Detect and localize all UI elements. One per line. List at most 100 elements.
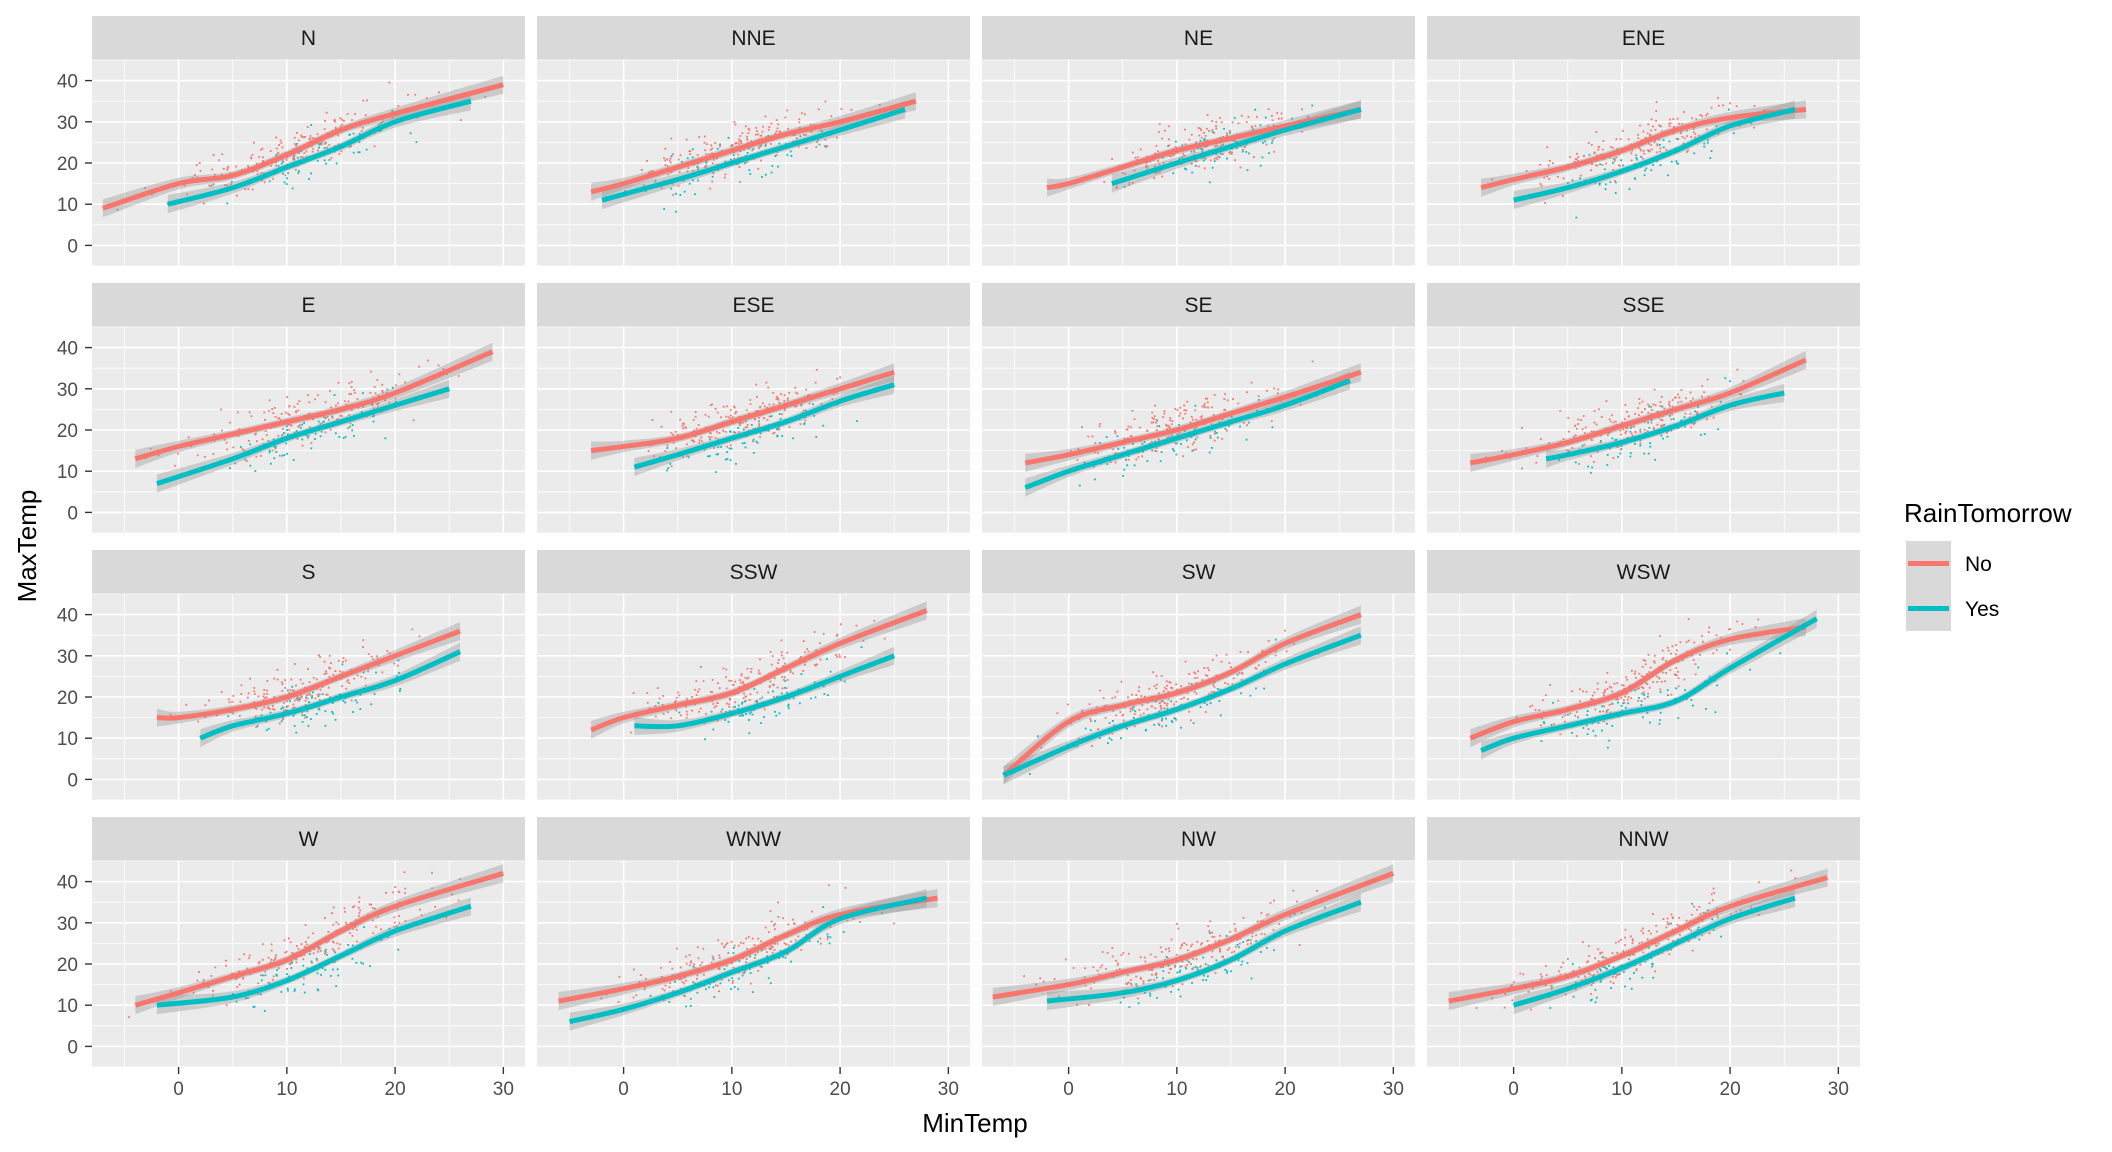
point-no (276, 678, 279, 681)
point-no (1213, 131, 1216, 134)
point-no (1194, 672, 1197, 675)
point-no (1650, 406, 1652, 408)
point-no (1602, 956, 1605, 959)
point-yes (692, 981, 695, 984)
point-no (753, 957, 756, 959)
point-no (1608, 685, 1611, 688)
point-no (757, 937, 760, 940)
point-no (434, 906, 436, 908)
point-yes (336, 968, 339, 971)
point-yes (737, 427, 739, 429)
point-no (1193, 441, 1196, 444)
point-yes (326, 953, 328, 956)
point-no (685, 962, 688, 965)
point-yes (1159, 460, 1162, 463)
point-no (815, 649, 818, 652)
point-no (324, 952, 326, 955)
point-yes (741, 974, 744, 977)
point-no (1170, 686, 1172, 689)
point-no (232, 712, 235, 715)
point-no (1168, 947, 1170, 950)
point-yes (1190, 436, 1193, 438)
point-no (737, 944, 740, 947)
point-no (1109, 461, 1112, 464)
point-no (697, 166, 700, 169)
point-yes (1235, 147, 1238, 149)
point-no (284, 951, 287, 954)
point-no (840, 108, 843, 110)
point-yes (1194, 965, 1197, 968)
point-no (661, 988, 664, 990)
point-yes (823, 693, 826, 695)
point-yes (316, 972, 319, 975)
point-yes (1175, 140, 1177, 143)
point-yes (306, 710, 309, 713)
point-yes (1191, 171, 1194, 174)
point-no (757, 138, 760, 141)
point-yes (1178, 971, 1181, 974)
gridlines (982, 593, 1415, 801)
point-no (1199, 127, 1202, 130)
point-no (758, 423, 761, 425)
point-yes (822, 685, 825, 688)
point-no (690, 439, 693, 442)
point-no (1298, 944, 1301, 946)
point-yes (301, 423, 304, 426)
point-no (712, 958, 715, 961)
point-no (817, 108, 820, 111)
point-no (404, 920, 407, 922)
point-no (749, 693, 752, 696)
facet-label: NNE (731, 27, 775, 50)
point-no (1198, 134, 1201, 137)
point-yes (1176, 971, 1179, 974)
point-no (1094, 451, 1096, 454)
point-no (1692, 128, 1695, 130)
point-no (1611, 690, 1613, 693)
point-no (1540, 724, 1542, 727)
point-no (1156, 425, 1159, 428)
point-no (378, 123, 380, 126)
point-no (1093, 981, 1095, 984)
point-yes (1515, 716, 1518, 719)
smooth-line-yes (1480, 616, 1818, 753)
point-no (813, 663, 816, 666)
point-yes (380, 122, 382, 124)
point-no (753, 944, 756, 946)
point-no (1220, 144, 1223, 147)
point-no (1273, 137, 1276, 139)
point-no (318, 693, 321, 696)
point-no (1203, 402, 1206, 405)
point-no (1130, 426, 1132, 429)
point-no (1124, 173, 1127, 175)
point-yes (738, 960, 741, 962)
point-no (689, 150, 692, 153)
point-no (1223, 409, 1226, 411)
point-yes (268, 451, 271, 454)
point-yes (1608, 739, 1611, 742)
point-no (320, 143, 323, 146)
point-no (1673, 673, 1676, 676)
point-no (1597, 948, 1600, 951)
point-no (672, 441, 675, 444)
gridlines (982, 860, 1415, 1068)
point-no (742, 697, 745, 699)
facet-strip (982, 16, 1415, 60)
point-no (1127, 437, 1129, 440)
point-no (694, 703, 696, 706)
point-no (308, 412, 311, 415)
point-yes (1213, 681, 1216, 684)
point-yes (1225, 970, 1228, 972)
point-no (1023, 975, 1025, 977)
point-no (1630, 152, 1633, 155)
point-no (1260, 933, 1263, 935)
point-no (304, 686, 306, 689)
point-no (1593, 421, 1596, 424)
point-no (1676, 649, 1678, 652)
point-no (293, 154, 296, 157)
point-no (1594, 708, 1597, 711)
point-no (1188, 673, 1191, 675)
point-yes (1615, 438, 1618, 441)
point-no (710, 691, 712, 693)
point-yes (1226, 157, 1228, 160)
